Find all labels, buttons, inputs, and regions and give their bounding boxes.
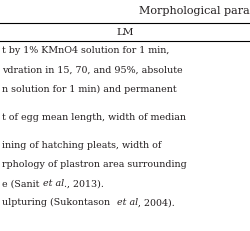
Text: n solution for 1 min) and permanent: n solution for 1 min) and permanent	[2, 84, 177, 93]
Text: vdration in 15, 70, and 95%, absolute: vdration in 15, 70, and 95%, absolute	[2, 65, 183, 74]
Text: ulpturing (Sukontason: ulpturing (Sukontason	[2, 197, 116, 206]
Text: et al: et al	[116, 197, 138, 206]
Text: , 2004).: , 2004).	[138, 197, 174, 206]
Text: ., 2013).: ., 2013).	[64, 178, 104, 187]
Text: ining of hatching pleats, width of: ining of hatching pleats, width of	[2, 140, 162, 149]
Text: et al: et al	[43, 178, 64, 187]
Text: rphology of plastron area surrounding: rphology of plastron area surrounding	[2, 159, 187, 168]
Text: Morphological para: Morphological para	[139, 6, 250, 16]
Text: LM: LM	[116, 28, 134, 37]
Text: e (Sanit: e (Sanit	[2, 178, 43, 187]
Text: t by 1% KMnO4 solution for 1 min,: t by 1% KMnO4 solution for 1 min,	[2, 46, 170, 55]
Text: t of egg mean length, width of median: t of egg mean length, width of median	[2, 112, 186, 121]
